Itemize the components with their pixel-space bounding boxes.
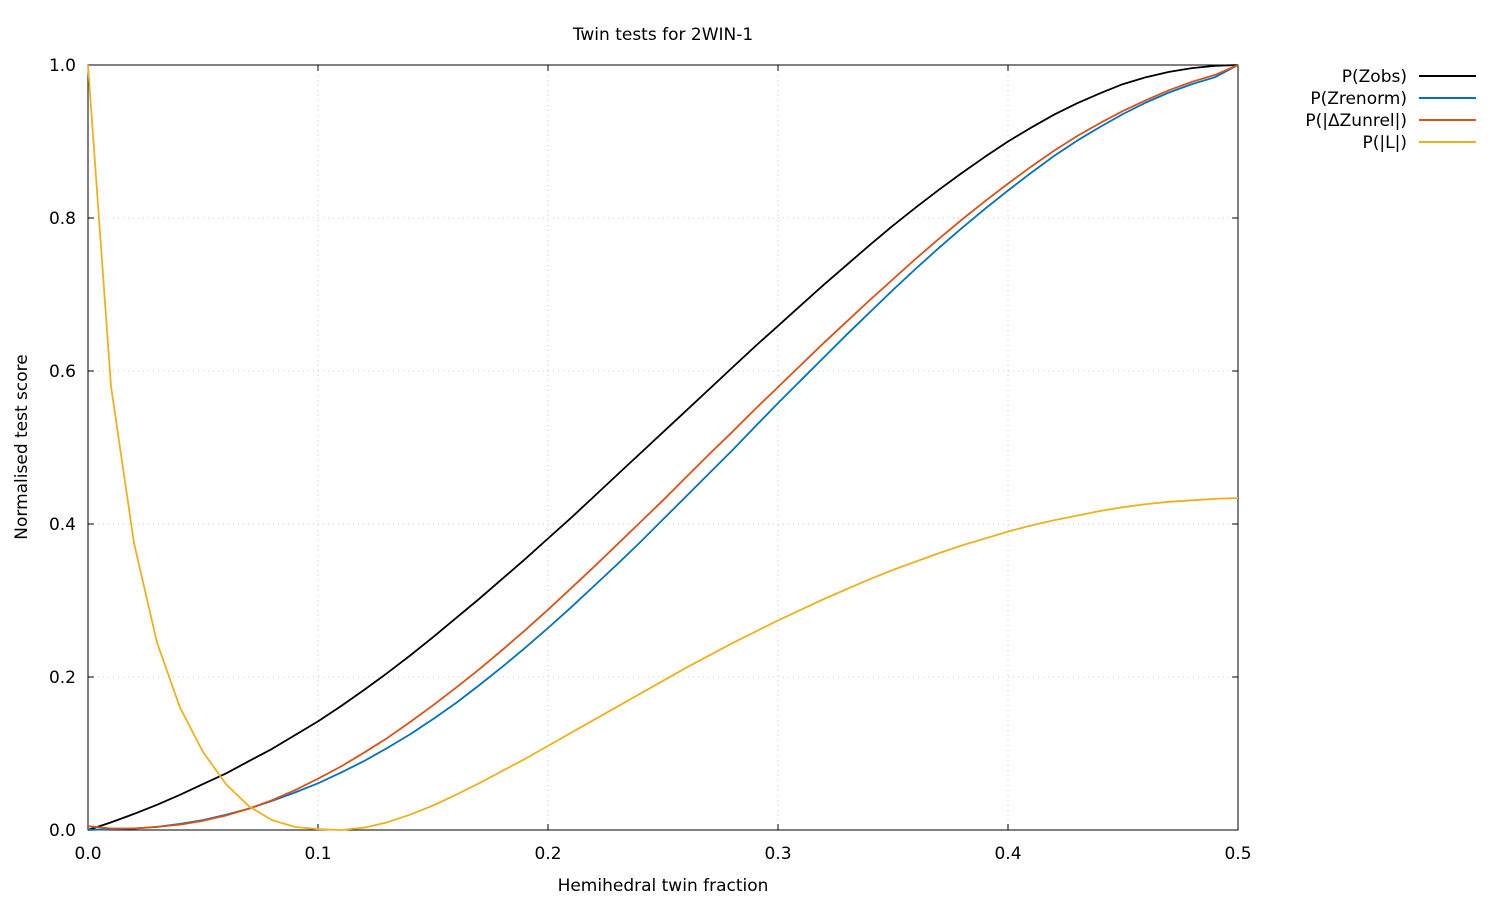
x-tick-label: 0.2: [534, 844, 561, 864]
legend-label-pl: P(|L|): [1363, 133, 1407, 153]
series-line-pzunrel: [87, 64, 1239, 830]
y-tick-label: 1.0: [49, 56, 76, 76]
y-tick-label: 0.6: [49, 362, 76, 382]
x-tick-label: 0.4: [994, 844, 1021, 864]
x-tick-label: 0.1: [304, 844, 331, 864]
x-tick-label: 0.5: [1224, 844, 1251, 864]
y-tick-label: 0.2: [49, 668, 76, 688]
x-axis-title: Hemihedral twin fraction: [558, 876, 769, 896]
y-tick-label: 0.4: [49, 515, 76, 535]
legend-label-pzobs: P(Zobs): [1342, 67, 1407, 87]
series-line-pl: [87, 64, 1239, 831]
series-lines: [87, 64, 1239, 831]
legend: P(Zobs)P(Zrenorm)P(|ΔZunrel|)P(|L|): [1305, 67, 1476, 153]
series-line-pzrenorm: [87, 64, 1239, 831]
y-axis-title: Normalised test score: [12, 354, 32, 539]
series-line-pzobs: [87, 64, 1239, 831]
chart-title: Twin tests for 2WIN-1: [572, 25, 753, 45]
x-tick-label: 0.0: [74, 844, 101, 864]
y-tick-label: 0.0: [49, 821, 76, 841]
grid: [88, 65, 1238, 830]
plot-frame: [87, 64, 1239, 831]
axis-ticks: 0.0 0.1 0.2 0.3 0.4 0.5 0.0 0.2 0.4 0.6 0.8 1.0: [49, 56, 1252, 864]
legend-label-pzunrel: P(|ΔZunrel|): [1305, 111, 1407, 131]
legend-label-pzrenorm: P(Zrenorm): [1310, 89, 1407, 109]
x-tick-label: 0.3: [764, 844, 791, 864]
y-tick-label: 0.8: [49, 209, 76, 229]
